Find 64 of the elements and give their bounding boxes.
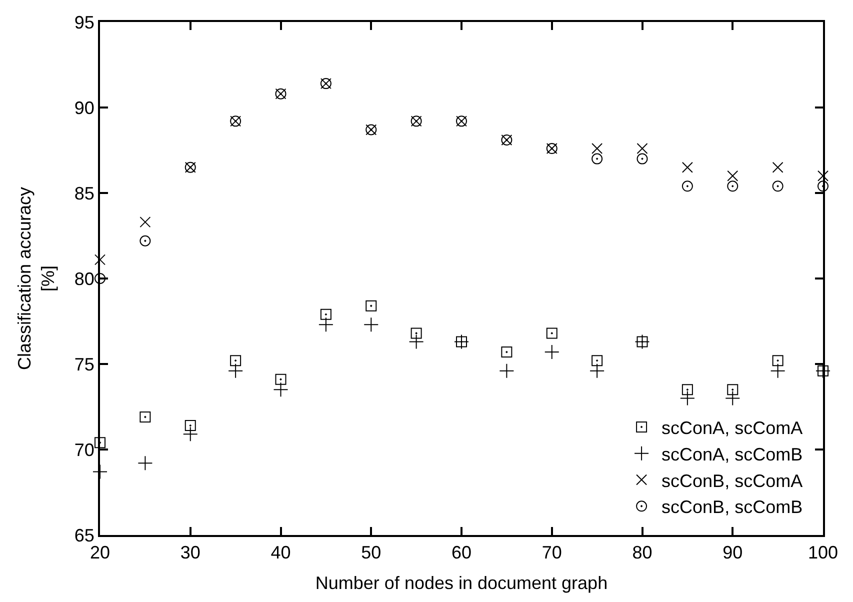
legend-label: scConA, scComB xyxy=(662,444,803,464)
point xyxy=(818,180,828,192)
point xyxy=(727,180,738,192)
point xyxy=(228,363,244,378)
point xyxy=(682,180,693,192)
point xyxy=(682,384,693,396)
point xyxy=(725,390,740,406)
y-tick-label: 70 xyxy=(74,440,94,460)
point xyxy=(636,143,648,154)
point xyxy=(138,456,153,471)
point xyxy=(772,355,784,366)
point xyxy=(94,273,106,284)
point xyxy=(182,426,198,442)
legend-label: scConA, scComA xyxy=(662,418,803,438)
point xyxy=(590,363,605,378)
point xyxy=(592,355,603,366)
x-tick-label: 60 xyxy=(451,542,472,563)
x-tick-label: 40 xyxy=(270,542,291,563)
y-tick-label: 85 xyxy=(74,183,94,204)
point xyxy=(727,170,738,182)
point xyxy=(592,153,603,164)
legend-label: scConB, scComB xyxy=(662,497,803,518)
point xyxy=(592,143,603,154)
point xyxy=(772,162,784,173)
x-tick-label: 50 xyxy=(361,542,382,563)
point xyxy=(184,420,196,432)
point xyxy=(140,216,151,228)
point xyxy=(320,308,332,320)
point xyxy=(727,384,738,396)
point xyxy=(364,317,379,332)
y-tick-label: 80 xyxy=(74,268,94,289)
x-tick-label: 100 xyxy=(808,542,838,563)
point xyxy=(770,363,786,378)
point xyxy=(94,437,106,448)
point xyxy=(366,300,377,312)
x-tick-label: 20 xyxy=(90,542,110,563)
point xyxy=(273,382,288,398)
point xyxy=(275,374,286,385)
x-axis-title: Number of nodes in document graph xyxy=(315,573,608,594)
point xyxy=(680,390,695,406)
point xyxy=(318,317,334,332)
point xyxy=(410,328,422,339)
point xyxy=(92,464,108,480)
point xyxy=(772,180,784,192)
point xyxy=(546,328,558,339)
legend-label: scConB, scComA xyxy=(662,470,803,491)
x-tick-label: 80 xyxy=(632,542,652,563)
point xyxy=(636,153,648,164)
point xyxy=(544,344,560,360)
x-tick-label: 90 xyxy=(722,542,743,563)
point xyxy=(140,412,151,423)
point xyxy=(140,235,151,246)
y-tick-label: 75 xyxy=(74,354,94,374)
y-tick-label: 90 xyxy=(74,98,94,118)
y-tick-label: 95 xyxy=(74,12,94,32)
y-axis-title: Classification accuracy [%] xyxy=(14,186,58,370)
x-tick-label: 70 xyxy=(542,542,562,563)
point xyxy=(499,363,514,378)
point xyxy=(230,355,242,366)
point xyxy=(682,162,693,173)
x-tick-label: 30 xyxy=(180,542,200,563)
point xyxy=(408,334,424,350)
point xyxy=(501,346,512,358)
y-tick-label: 65 xyxy=(74,525,94,546)
